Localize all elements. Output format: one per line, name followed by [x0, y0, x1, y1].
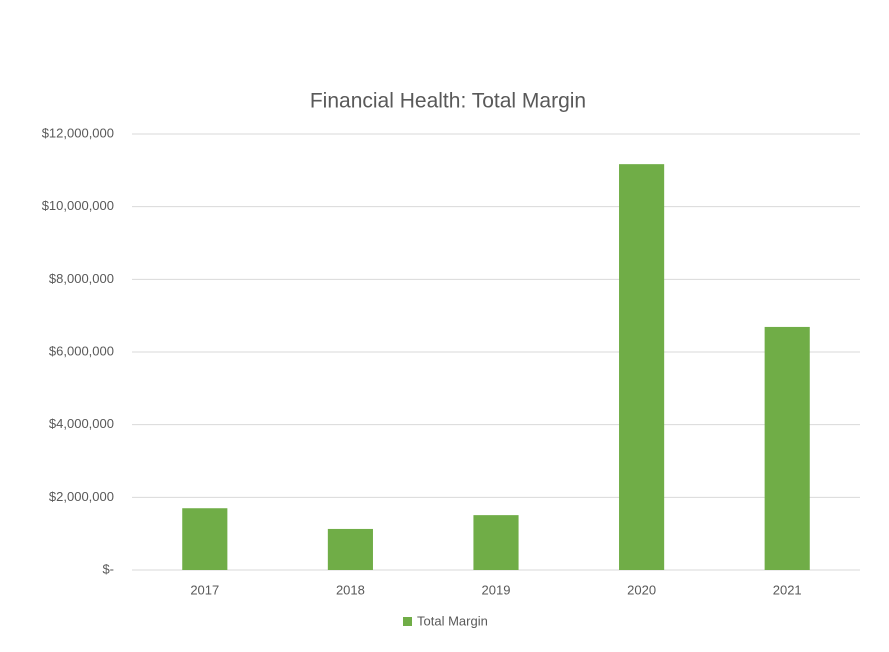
y-tick-label: $2,000,000 [49, 489, 114, 504]
y-tick-label: $6,000,000 [49, 343, 114, 358]
chart-title: Financial Health: Total Margin [310, 90, 586, 113]
y-tick-label: $4,000,000 [49, 416, 114, 431]
y-tick-label: $10,000,000 [42, 198, 114, 213]
x-tick-label: 2020 [627, 582, 656, 597]
x-tick-label: 2019 [482, 582, 511, 597]
y-tick-label: $12,000,000 [42, 125, 114, 140]
bar [764, 326, 810, 570]
bar [619, 164, 665, 570]
y-tick-label: $- [102, 561, 114, 576]
x-tick-label: 2021 [773, 582, 802, 597]
legend-label: Total Margin [417, 613, 488, 628]
bar [473, 515, 519, 570]
x-tick-label: 2017 [190, 582, 219, 597]
legend-swatch [403, 617, 412, 626]
bar [327, 528, 373, 570]
y-tick-label: $8,000,000 [49, 271, 114, 286]
x-tick-label: 2018 [336, 582, 365, 597]
bar [182, 508, 228, 570]
